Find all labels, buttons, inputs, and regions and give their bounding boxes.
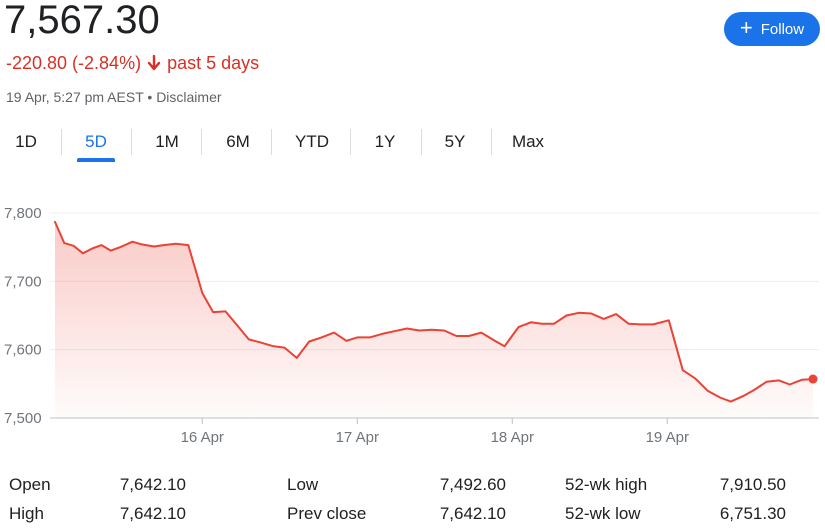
- x-tick-label: 17 Apr: [336, 429, 379, 446]
- y-tick-label: 7,600: [4, 342, 42, 359]
- chart-area: [55, 221, 813, 418]
- tab-divider: [61, 129, 62, 155]
- y-tick-label: 7,800: [4, 205, 42, 222]
- timestamp-line: 19 Apr, 5:27 pm AEST • Disclaimer: [6, 88, 222, 106]
- y-tick-label: 7,700: [4, 273, 42, 290]
- prev-close-label: Prev close: [287, 504, 367, 523]
- current-price: 7,567.30: [4, 0, 160, 42]
- high-value: 7,642.10: [119, 504, 186, 523]
- tab-1d[interactable]: 1D: [15, 132, 37, 151]
- arrow-down-icon: [147, 55, 161, 71]
- area-fill: [55, 221, 813, 418]
- y-axis-ticks: 7,800 7,700 7,600 7,500: [4, 205, 42, 427]
- current-point-dot: [808, 374, 818, 384]
- tab-5d[interactable]: 5D: [75, 124, 117, 162]
- tab-max[interactable]: Max: [511, 132, 545, 151]
- low-value: 7,492.60: [439, 475, 506, 494]
- follow-button[interactable]: + Follow: [724, 12, 820, 46]
- change-value: -220.80 (-2.84%): [6, 53, 142, 73]
- chart-line: [54, 220, 818, 403]
- tab-divider: [491, 129, 492, 155]
- price-line: [54, 220, 814, 403]
- tab-divider: [131, 129, 132, 155]
- x-axis-ticks: 16 Apr 17 Apr 18 Apr 19 Apr: [181, 418, 689, 446]
- x-tick-label: 16 Apr: [181, 429, 224, 446]
- tab-1y[interactable]: 1Y: [374, 132, 396, 151]
- stats-row: Open 7,642.10 Low 7,492.60 52-wk high 7,…: [0, 471, 825, 499]
- low-label: Low: [287, 475, 319, 494]
- x-tick-label: 19 Apr: [646, 429, 689, 446]
- disclaimer-link[interactable]: Disclaimer: [156, 89, 222, 105]
- price-change: -220.80 (-2.84%) past 5 days: [6, 51, 259, 75]
- wk52-high-label: 52-wk high: [565, 475, 648, 494]
- x-tick-label: 18 Apr: [491, 429, 534, 446]
- tab-1m[interactable]: 1M: [155, 132, 179, 151]
- follow-label: Follow: [760, 20, 805, 38]
- open-label: Open: [9, 475, 51, 494]
- open-value: 7,642.10: [119, 475, 186, 494]
- tab-divider: [350, 129, 351, 155]
- tab-divider: [271, 129, 272, 155]
- tab-6m[interactable]: 6M: [226, 132, 250, 151]
- tab-ytd[interactable]: YTD: [295, 132, 329, 151]
- meta-separator: •: [143, 89, 157, 105]
- wk52-low-value: 6,751.30: [719, 504, 786, 523]
- high-label: High: [9, 504, 44, 523]
- wk52-low-label: 52-wk low: [565, 504, 641, 523]
- tab-divider: [421, 129, 422, 155]
- tab-divider: [201, 129, 202, 155]
- time-range-tabs: 1D 5D 1M 6M YTD 1Y 5Y Max: [0, 124, 600, 164]
- prev-close-value: 7,642.10: [439, 504, 506, 523]
- change-period: past 5 days: [167, 53, 260, 73]
- tab-5y[interactable]: 5Y: [444, 132, 466, 151]
- wk52-high-value: 7,910.50: [719, 475, 786, 494]
- plus-icon: +: [739, 15, 753, 40]
- timestamp: 19 Apr, 5:27 pm AEST: [6, 89, 144, 105]
- y-tick-label: 7,500: [4, 410, 42, 427]
- stats-row: High 7,642.10 Prev close 7,642.10 52-wk …: [0, 500, 825, 528]
